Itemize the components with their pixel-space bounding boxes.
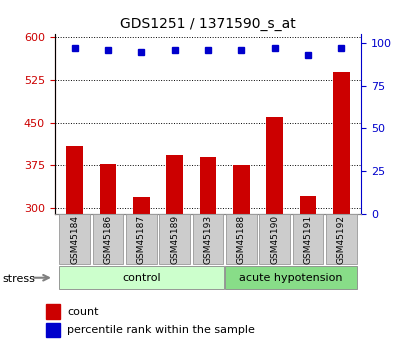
Text: GSM45191: GSM45191 — [303, 215, 312, 264]
Bar — [66, 146, 83, 345]
FancyBboxPatch shape — [293, 214, 323, 265]
Bar — [299, 196, 316, 345]
FancyBboxPatch shape — [259, 214, 290, 265]
Bar — [133, 197, 150, 345]
Text: percentile rank within the sample: percentile rank within the sample — [67, 325, 255, 335]
Bar — [46, 323, 60, 337]
Text: GSM45184: GSM45184 — [70, 215, 79, 264]
FancyBboxPatch shape — [226, 214, 257, 265]
Text: GSM45186: GSM45186 — [103, 215, 113, 264]
FancyBboxPatch shape — [192, 214, 223, 265]
Text: control: control — [122, 273, 160, 283]
Title: GDS1251 / 1371590_s_at: GDS1251 / 1371590_s_at — [120, 17, 296, 31]
Bar — [200, 157, 216, 345]
Bar — [333, 71, 349, 345]
Text: acute hypotension: acute hypotension — [239, 273, 343, 283]
FancyBboxPatch shape — [59, 266, 224, 289]
FancyBboxPatch shape — [126, 214, 157, 265]
Text: GSM45193: GSM45193 — [203, 215, 213, 264]
Bar — [166, 155, 183, 345]
Text: GSM45188: GSM45188 — [237, 215, 246, 264]
Bar — [100, 164, 116, 345]
FancyBboxPatch shape — [92, 214, 123, 265]
Bar — [46, 304, 60, 319]
Text: GSM45189: GSM45189 — [170, 215, 179, 264]
Text: GSM45190: GSM45190 — [270, 215, 279, 264]
FancyBboxPatch shape — [326, 214, 357, 265]
Text: count: count — [67, 307, 99, 317]
Text: GSM45192: GSM45192 — [337, 215, 346, 264]
Bar — [266, 117, 283, 345]
FancyBboxPatch shape — [159, 214, 190, 265]
Bar — [233, 165, 249, 345]
FancyBboxPatch shape — [225, 266, 357, 289]
Text: stress: stress — [2, 274, 35, 284]
FancyBboxPatch shape — [59, 214, 90, 265]
Text: GSM45187: GSM45187 — [137, 215, 146, 264]
